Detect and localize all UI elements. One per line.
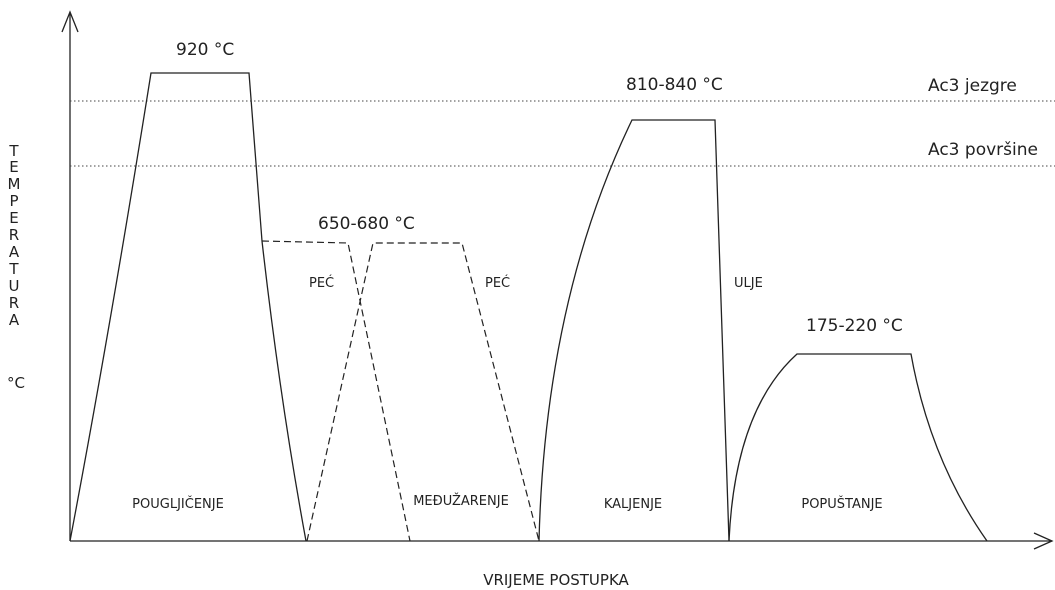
temp-hardening: 810-840 °C (626, 75, 723, 95)
y-axis-arrow (61, 10, 79, 33)
y-letter-4: P (9, 192, 18, 210)
y-letter-8: T (8, 260, 19, 278)
y-letter-1: T (8, 142, 19, 160)
stage-carburizing: POUGLJIČENJE (132, 496, 224, 512)
ac3-surface-label: Ac3 površine (928, 140, 1038, 160)
axes (61, 10, 1054, 550)
y-letter-2: E (9, 158, 18, 176)
ac3-core-label: Ac3 jezgre (928, 76, 1017, 96)
y-axis-unit: °C (7, 374, 25, 392)
y-letter-9: U (9, 277, 20, 295)
temp-carburizing: 920 °C (176, 40, 234, 60)
y-letter-11: A (9, 311, 20, 329)
y-letter-6: R (9, 226, 19, 244)
y-letter-5: E (9, 209, 18, 227)
dashed-curves (261, 240, 540, 542)
x-axis-arrow (1033, 532, 1054, 550)
tempering-curve (728, 353, 988, 542)
solid-curves (69, 72, 988, 542)
stage-hardening: KALJENJE (604, 497, 662, 512)
y-letter-3: M (8, 175, 21, 193)
furnace-label-1: PEĆ (309, 275, 334, 291)
carburizing-curve (69, 72, 307, 542)
furnace-cooling-1 (261, 240, 411, 542)
stage-intermediate: MEĐUŽARENJE (413, 493, 509, 509)
stage-tempering: POPUŠTANJE (801, 496, 882, 512)
y-letter-10: R (9, 294, 19, 312)
temp-tempering: 175-220 °C (806, 316, 903, 336)
reference-lines (70, 100, 1055, 167)
temp-intermediate: 650-680 °C (318, 214, 415, 234)
x-axis-label: VRIJEME POSTUPKA (483, 571, 629, 589)
furnace-label-2: PEĆ (485, 275, 510, 291)
y-letter-7: A (9, 243, 20, 261)
oil-label: ULJE (734, 276, 763, 291)
hardening-curve (538, 119, 730, 542)
y-axis-label: T E M P E R A T U R A °C (7, 142, 25, 392)
